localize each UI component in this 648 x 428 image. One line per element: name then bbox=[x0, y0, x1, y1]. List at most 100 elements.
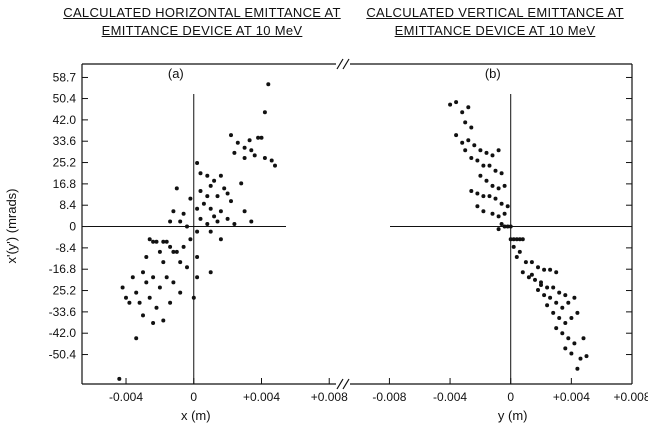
data-point bbox=[225, 191, 230, 196]
y-tick-label: 8.4 bbox=[59, 198, 76, 212]
data-point bbox=[563, 346, 568, 351]
data-point bbox=[554, 270, 559, 275]
data-point bbox=[505, 224, 510, 229]
data-point bbox=[168, 300, 173, 305]
data-point bbox=[545, 285, 550, 290]
data-point bbox=[151, 321, 156, 325]
data-point bbox=[487, 194, 492, 199]
data-point bbox=[269, 158, 274, 163]
data-point bbox=[178, 219, 183, 224]
data-point bbox=[218, 237, 223, 242]
data-point bbox=[154, 239, 159, 244]
data-point bbox=[120, 285, 125, 290]
chart-title-vertical: CALCULATED VERTICAL EMITTANCE AT EMITTAN… bbox=[350, 4, 640, 40]
break-mark-bottom bbox=[336, 378, 344, 390]
data-point bbox=[551, 310, 556, 315]
data-point bbox=[505, 204, 510, 209]
data-point bbox=[229, 199, 233, 204]
data-point bbox=[508, 237, 513, 242]
break-mark-bottom bbox=[342, 378, 350, 390]
x-tick-label: 0 bbox=[507, 390, 514, 404]
data-point bbox=[161, 260, 166, 265]
data-point bbox=[517, 249, 522, 254]
x-axis-label: x (m) bbox=[181, 408, 211, 423]
data-point bbox=[575, 310, 580, 315]
data-point bbox=[134, 290, 139, 295]
data-point bbox=[536, 288, 540, 292]
data-point bbox=[262, 110, 267, 115]
data-point bbox=[198, 216, 203, 221]
data-point bbox=[147, 295, 152, 300]
data-point bbox=[185, 265, 189, 270]
data-point bbox=[572, 341, 577, 346]
data-point bbox=[560, 305, 565, 310]
data-point bbox=[563, 321, 568, 325]
data-point bbox=[466, 138, 471, 143]
data-point bbox=[161, 318, 166, 323]
data-point bbox=[198, 189, 203, 193]
data-point bbox=[517, 237, 522, 242]
data-point bbox=[490, 211, 495, 216]
data-point bbox=[137, 300, 142, 305]
data-point bbox=[469, 156, 474, 160]
data-point bbox=[487, 163, 492, 168]
data-point bbox=[130, 275, 135, 280]
title-line: CALCULATED HORIZONTAL EMITTANCE AT bbox=[63, 5, 341, 20]
data-point bbox=[218, 209, 223, 214]
data-point bbox=[533, 277, 537, 282]
data-point bbox=[481, 209, 486, 214]
data-point bbox=[164, 275, 169, 280]
data-point bbox=[572, 295, 577, 300]
data-point bbox=[157, 249, 162, 254]
data-point bbox=[496, 148, 501, 153]
data-point bbox=[215, 194, 220, 199]
data-point bbox=[493, 168, 498, 173]
data-point bbox=[514, 237, 519, 242]
break-mark-top bbox=[336, 58, 344, 70]
data-point bbox=[174, 186, 179, 191]
data-point bbox=[469, 189, 474, 193]
chart-title-horizontal: CALCULATED HORIZONTAL EMITTANCE AT EMITT… bbox=[52, 4, 352, 40]
data-point bbox=[526, 275, 531, 280]
data-point bbox=[208, 229, 213, 234]
data-point bbox=[499, 222, 504, 226]
data-point bbox=[154, 305, 159, 310]
data-point bbox=[195, 255, 200, 259]
y-tick-label: 58.7 bbox=[53, 70, 77, 84]
data-point bbox=[178, 260, 183, 265]
data-point bbox=[475, 204, 480, 209]
data-point bbox=[566, 336, 571, 341]
data-point bbox=[466, 105, 471, 110]
y-tick-label: 16.8 bbox=[53, 177, 77, 191]
data-point bbox=[454, 100, 459, 105]
data-point bbox=[496, 227, 501, 232]
y-axis: 58.7 50.4 42.0 33.6 25.2 16.8 8.4 0 -8.4 -16.8 25.… bbox=[49, 70, 632, 362]
data-point bbox=[141, 313, 145, 318]
data-point bbox=[472, 143, 477, 148]
data-point bbox=[536, 265, 540, 270]
data-point bbox=[215, 219, 220, 224]
data-point bbox=[484, 150, 489, 155]
data-point bbox=[239, 181, 244, 186]
data-point bbox=[523, 260, 528, 265]
data-point bbox=[469, 125, 474, 130]
data-point bbox=[174, 249, 179, 254]
data-point bbox=[242, 156, 247, 160]
data-point bbox=[460, 140, 465, 145]
x-tick-label: -0.004 bbox=[109, 390, 143, 404]
data-point bbox=[208, 206, 213, 211]
y-tick-label: -16.8 bbox=[49, 262, 77, 276]
data-point bbox=[566, 300, 571, 305]
data-point bbox=[454, 133, 459, 138]
data-point bbox=[151, 239, 156, 244]
data-point bbox=[511, 244, 516, 249]
data-point bbox=[235, 140, 240, 145]
data-point bbox=[168, 244, 173, 249]
x-tick-label: +0.004 bbox=[553, 390, 590, 404]
title-line: EMITTANCE DEVICE AT 10 MeV bbox=[101, 23, 303, 38]
y-tick-label: -50.4 bbox=[49, 348, 77, 362]
data-point bbox=[569, 351, 574, 356]
data-point bbox=[490, 153, 495, 158]
